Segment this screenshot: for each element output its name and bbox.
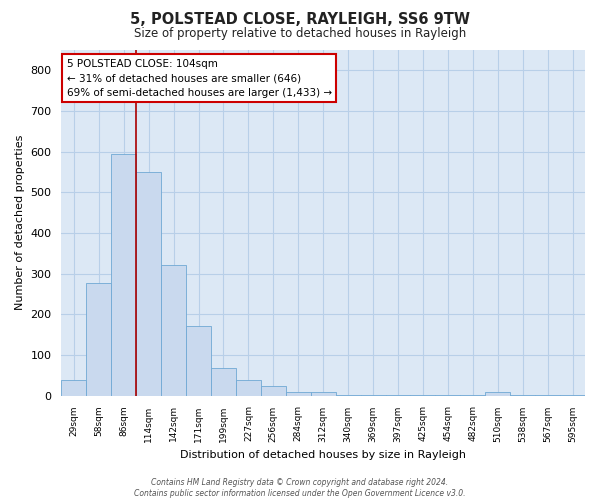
Bar bbox=[311, 392, 335, 396]
Bar bbox=[560, 395, 585, 396]
Bar bbox=[510, 395, 535, 396]
Bar bbox=[361, 395, 386, 396]
Bar bbox=[436, 395, 460, 396]
Text: Size of property relative to detached houses in Rayleigh: Size of property relative to detached ho… bbox=[134, 28, 466, 40]
Bar bbox=[161, 266, 186, 396]
Bar bbox=[61, 380, 86, 396]
Bar bbox=[485, 392, 510, 396]
Bar bbox=[111, 154, 136, 396]
Text: 5, POLSTEAD CLOSE, RAYLEIGH, SS6 9TW: 5, POLSTEAD CLOSE, RAYLEIGH, SS6 9TW bbox=[130, 12, 470, 28]
Text: Contains HM Land Registry data © Crown copyright and database right 2024.
Contai: Contains HM Land Registry data © Crown c… bbox=[134, 478, 466, 498]
Bar bbox=[186, 326, 211, 396]
Bar bbox=[335, 395, 361, 396]
Bar bbox=[261, 386, 286, 396]
Bar bbox=[410, 395, 436, 396]
Bar bbox=[286, 392, 311, 396]
Y-axis label: Number of detached properties: Number of detached properties bbox=[15, 135, 25, 310]
X-axis label: Distribution of detached houses by size in Rayleigh: Distribution of detached houses by size … bbox=[180, 450, 466, 460]
Bar bbox=[211, 368, 236, 396]
Bar bbox=[386, 395, 410, 396]
Bar bbox=[86, 282, 111, 396]
Bar bbox=[136, 172, 161, 396]
Bar bbox=[535, 395, 560, 396]
Text: 5 POLSTEAD CLOSE: 104sqm
← 31% of detached houses are smaller (646)
69% of semi-: 5 POLSTEAD CLOSE: 104sqm ← 31% of detach… bbox=[67, 58, 332, 98]
Bar bbox=[460, 395, 485, 396]
Bar bbox=[236, 380, 261, 396]
